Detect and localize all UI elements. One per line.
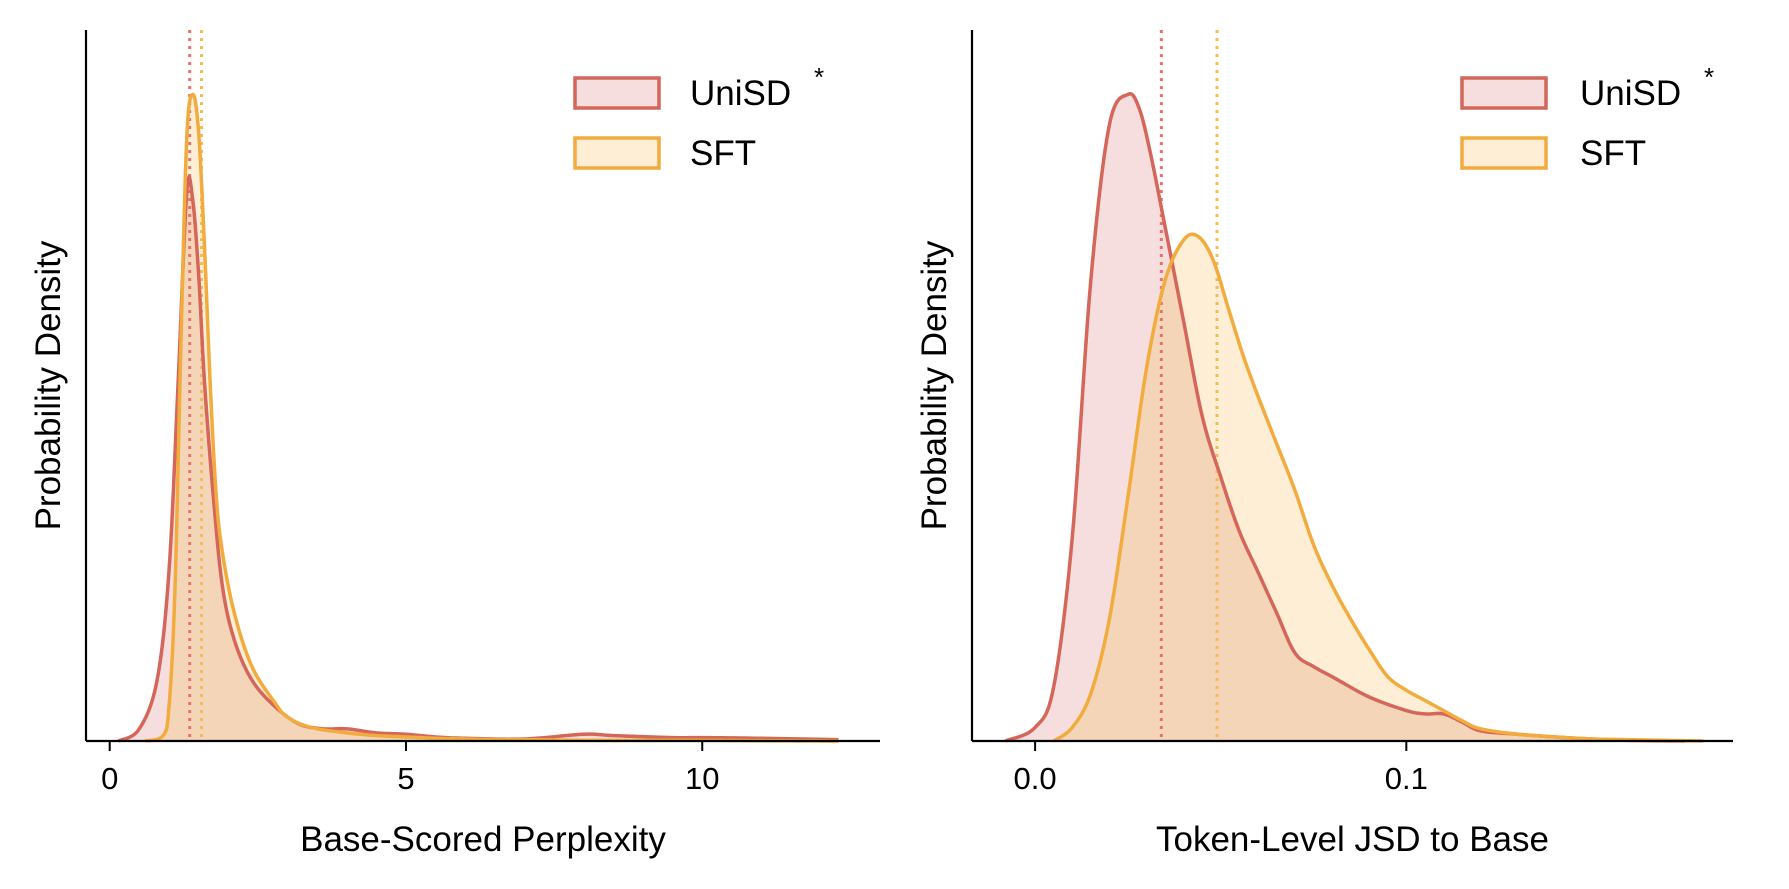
legend-swatch-sft (573, 136, 661, 170)
x-axis-label: Base-Scored Perplexity (300, 820, 666, 859)
panel-jsd: 0.0 0.1 Token-Level JSD to Base Probabili… (915, 30, 1733, 859)
legend: UniSD * SFT (1460, 62, 1714, 173)
y-axis-label: Probability Density (29, 240, 68, 530)
x-tick-label: 0.0 (1014, 761, 1057, 796)
x-ticks: 0.0 0.1 (1014, 741, 1428, 796)
legend-label-unisd: UniSD (1580, 74, 1681, 113)
legend-label-sft: SFT (1580, 134, 1646, 173)
sft-density-area (145, 94, 839, 742)
x-ticks: 0 5 10 (101, 741, 719, 796)
y-axis-label: Probability Density (915, 240, 954, 530)
overlap-density-area (1053, 261, 1685, 741)
x-tick-label: 10 (685, 761, 719, 796)
panel-perplexity: 0 5 10 Base-Scored Perplexity Probability … (29, 30, 880, 859)
legend-superscript-unisd: * (1704, 62, 1714, 92)
unisd-density-curve (1004, 92, 1685, 743)
x-axis-label: Token-Level JSD to Base (1156, 820, 1549, 859)
legend-swatch-sft (1460, 136, 1548, 170)
sft-density-curve (144, 92, 839, 743)
x-tick-label: 0.1 (1385, 761, 1428, 796)
legend-swatch-unisd (1460, 76, 1548, 110)
legend-label-sft: SFT (690, 134, 756, 173)
legend: UniSD * SFT (573, 62, 824, 173)
legend-superscript-unisd: * (814, 62, 824, 92)
legend-swatch-unisd (573, 76, 661, 110)
overlap-density-area (145, 178, 839, 742)
x-tick-label: 0 (101, 761, 118, 796)
sft-density-curve (1052, 232, 1704, 743)
legend-label-unisd: UniSD (690, 74, 791, 113)
density-fills (118, 94, 839, 742)
density-fills (1005, 93, 1704, 742)
x-tick-label: 5 (397, 761, 414, 796)
